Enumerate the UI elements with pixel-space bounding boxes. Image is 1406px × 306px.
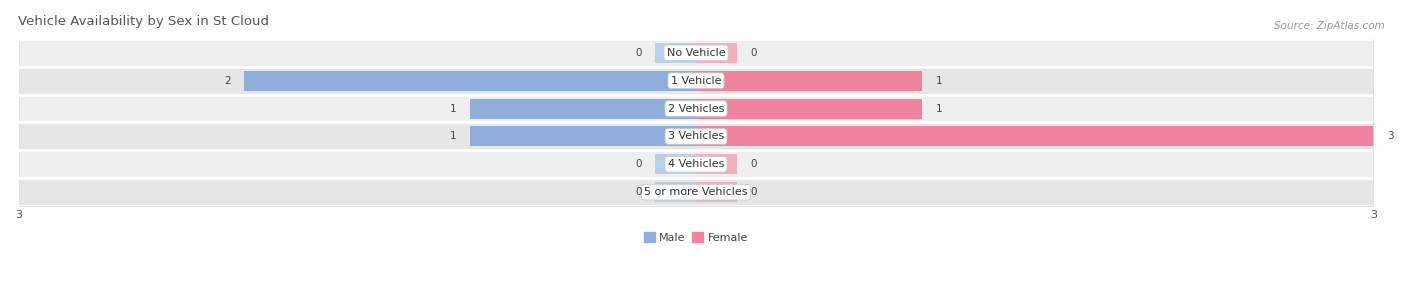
Text: 1 Vehicle: 1 Vehicle [671,76,721,86]
Text: Source: ZipAtlas.com: Source: ZipAtlas.com [1274,21,1385,32]
Text: 2: 2 [224,76,231,86]
Bar [696,99,737,119]
Text: 0: 0 [751,48,756,58]
Text: 1: 1 [450,132,457,141]
Text: 0: 0 [636,48,641,58]
Text: Vehicle Availability by Sex in St Cloud: Vehicle Availability by Sex in St Cloud [18,15,270,28]
Legend: Male, Female: Male, Female [640,228,752,247]
Bar [655,126,696,147]
Text: 0: 0 [636,187,641,197]
Bar [655,182,696,202]
Bar [18,39,1374,67]
Bar [696,126,737,147]
Bar [245,71,696,91]
Bar [696,126,1374,147]
Text: 3 Vehicles: 3 Vehicles [668,132,724,141]
Bar [655,71,696,91]
Bar [470,126,696,147]
Bar [18,122,1374,150]
Text: 1: 1 [450,103,457,114]
Text: No Vehicle: No Vehicle [666,48,725,58]
Text: 2 Vehicles: 2 Vehicles [668,103,724,114]
Bar [18,150,1374,178]
Bar [655,43,696,63]
Text: 0: 0 [751,187,756,197]
Bar [696,154,737,174]
Bar [18,178,1374,206]
Text: 4 Vehicles: 4 Vehicles [668,159,724,169]
Text: 0: 0 [636,159,641,169]
Text: 1: 1 [935,103,942,114]
Bar [18,67,1374,95]
Bar [696,43,737,63]
Text: 1: 1 [935,76,942,86]
Bar [696,71,737,91]
Bar [696,71,922,91]
Bar [696,99,922,119]
Bar [470,99,696,119]
Bar [655,154,696,174]
Text: 0: 0 [751,159,756,169]
Bar [696,182,737,202]
Text: 5 or more Vehicles: 5 or more Vehicles [644,187,748,197]
Text: 3: 3 [1388,132,1393,141]
Bar [655,99,696,119]
Bar [18,95,1374,122]
